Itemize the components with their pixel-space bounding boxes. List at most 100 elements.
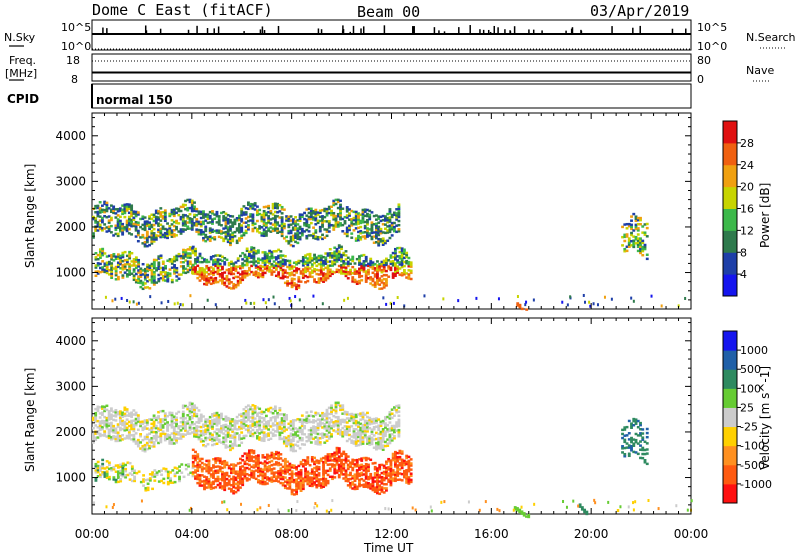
velocity-cell [256, 478, 260, 482]
power-cell [190, 228, 194, 231]
power-cell [242, 213, 246, 216]
velocity-cell [130, 479, 134, 483]
velocity-cell [335, 469, 339, 472]
velocity-cell [221, 470, 224, 474]
velocity-cell [200, 474, 204, 477]
velocity-cell [103, 424, 107, 427]
velocity-cell [304, 459, 307, 462]
power-cell [298, 213, 302, 216]
power-cell [362, 270, 366, 273]
velocity-cell [98, 434, 102, 438]
power-cell [377, 237, 381, 241]
power-cell [532, 298, 535, 302]
velocity-cell [340, 452, 343, 456]
power-cell [166, 232, 169, 236]
velocity-cell [379, 445, 383, 448]
velocity-cell [367, 484, 370, 487]
power-cell [132, 300, 135, 304]
velocity-cell [114, 413, 118, 416]
velocity-cell [105, 474, 109, 477]
power-cell [193, 223, 196, 227]
power-cell [194, 272, 197, 275]
power-cell [164, 267, 167, 270]
power-cell [123, 209, 127, 213]
velocity-cell [342, 464, 346, 468]
velocity-cell [130, 469, 134, 472]
velocity-cell [195, 427, 199, 430]
power-cell [330, 213, 333, 217]
power-cell [346, 270, 350, 274]
velocity-cell [215, 428, 219, 431]
velocity-cell [198, 463, 202, 467]
power-cell [224, 224, 228, 228]
velocity-cell [309, 414, 313, 418]
velocity-cell [123, 429, 127, 432]
power-cell [121, 224, 125, 228]
velocity-cell [265, 455, 269, 459]
power-cell [306, 269, 310, 273]
power-cell [361, 235, 365, 238]
velocity-cell [325, 419, 329, 422]
velocity-cell [127, 420, 131, 424]
velocity-cell [281, 469, 285, 473]
power-cell [214, 281, 218, 284]
power-cell [232, 284, 236, 288]
power-cell [184, 253, 188, 256]
power-cell [346, 260, 350, 264]
power-cell [118, 207, 122, 210]
power-cell [132, 218, 136, 222]
velocity-cell [273, 423, 277, 427]
power-cell [241, 251, 245, 255]
velocity-cell [221, 479, 224, 482]
power-cell [339, 205, 342, 209]
power-cell [227, 286, 231, 289]
velocity-cell [279, 473, 283, 477]
power-cell [348, 226, 351, 230]
power-cell [132, 258, 136, 261]
velocity-cell [226, 435, 230, 438]
velocity-cell [312, 425, 315, 428]
power-cell [209, 255, 213, 259]
power-cell [268, 262, 272, 265]
velocity-cell [181, 422, 185, 426]
power-cell [92, 232, 95, 235]
velocity-cell [269, 431, 273, 434]
velocity-cell [216, 477, 220, 481]
velocity-cell [118, 414, 122, 417]
power-cell [340, 272, 343, 275]
power-cell [352, 222, 356, 226]
power-cell [623, 223, 627, 226]
velocity-cell [229, 417, 232, 421]
power-cell [305, 224, 309, 228]
power-cell [208, 235, 212, 238]
power-cell [236, 283, 240, 287]
power-cell [292, 261, 296, 265]
power-cell [632, 235, 636, 238]
velocity-cell [199, 440, 203, 443]
velocity-cell [119, 471, 123, 475]
power-cell [388, 216, 392, 219]
velocity-cell [172, 433, 176, 437]
velocity-cell [216, 465, 220, 468]
velocity-cell [372, 419, 376, 423]
velocity-cell [225, 477, 229, 481]
velocity-cell [200, 484, 204, 487]
power-cell [137, 269, 141, 272]
velocity-cell [265, 461, 269, 465]
velocity-cell [212, 486, 215, 490]
power-cell [103, 200, 107, 204]
velocity-cell [103, 475, 107, 478]
power-cell [172, 228, 176, 232]
power-cell [370, 227, 374, 230]
power-cell [134, 258, 138, 261]
velocity-cell [290, 472, 294, 475]
power-cell [125, 275, 129, 278]
power-cell [245, 255, 249, 259]
velocity-cell [333, 476, 337, 479]
power-cell [232, 268, 236, 272]
power-cell [121, 204, 125, 207]
velocity-cell [388, 413, 392, 416]
velocity-cell [212, 466, 215, 469]
power-cell [282, 224, 286, 228]
velocity-cell [121, 438, 125, 441]
